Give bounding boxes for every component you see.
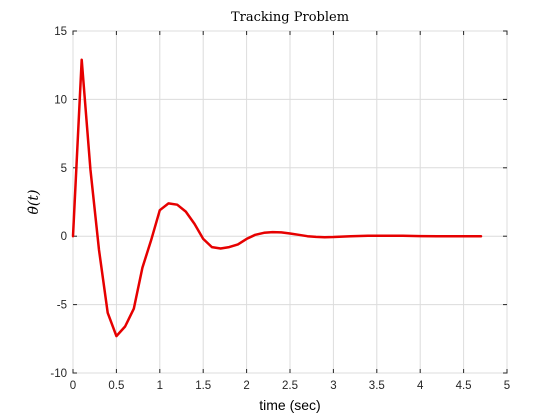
x-tick-label: 2.5	[282, 380, 298, 392]
x-tick-label: 3	[330, 380, 336, 392]
x-tick-label: 0.5	[108, 380, 124, 392]
series-line	[71, 58, 483, 338]
x-tick-label: 4.5	[456, 380, 472, 392]
x-tick-label: 1	[157, 380, 163, 392]
x-tick-label: 4	[417, 380, 424, 392]
x-axis-label: time (sec)	[259, 397, 320, 413]
y-axis-label: θ̇(t)	[26, 190, 42, 215]
y-tick-label: 10	[54, 94, 67, 106]
x-tick-label: 3.5	[369, 380, 385, 392]
x-tick-label: 1.5	[195, 380, 211, 392]
x-tick-label: 2	[243, 380, 249, 392]
grid-lines	[72, 30, 508, 374]
y-tick-label: -5	[57, 300, 67, 312]
series-layer	[71, 58, 483, 338]
x-tick-label: 0	[70, 380, 76, 392]
y-tick-label: 5	[61, 163, 67, 175]
axis-ticks	[72, 30, 508, 374]
tick-labels: 0 0.5 1 1.5 2 2.5 3 3.5 4 4.5 5 -10 -5 0 5 10 15	[50, 26, 510, 392]
chart-title: Tracking Problem	[231, 10, 349, 25]
y-tick-label: -10	[50, 368, 67, 380]
y-tick-label: 15	[54, 26, 67, 38]
y-tick-label: 0	[61, 231, 67, 243]
x-tick-label: 5	[504, 380, 510, 392]
